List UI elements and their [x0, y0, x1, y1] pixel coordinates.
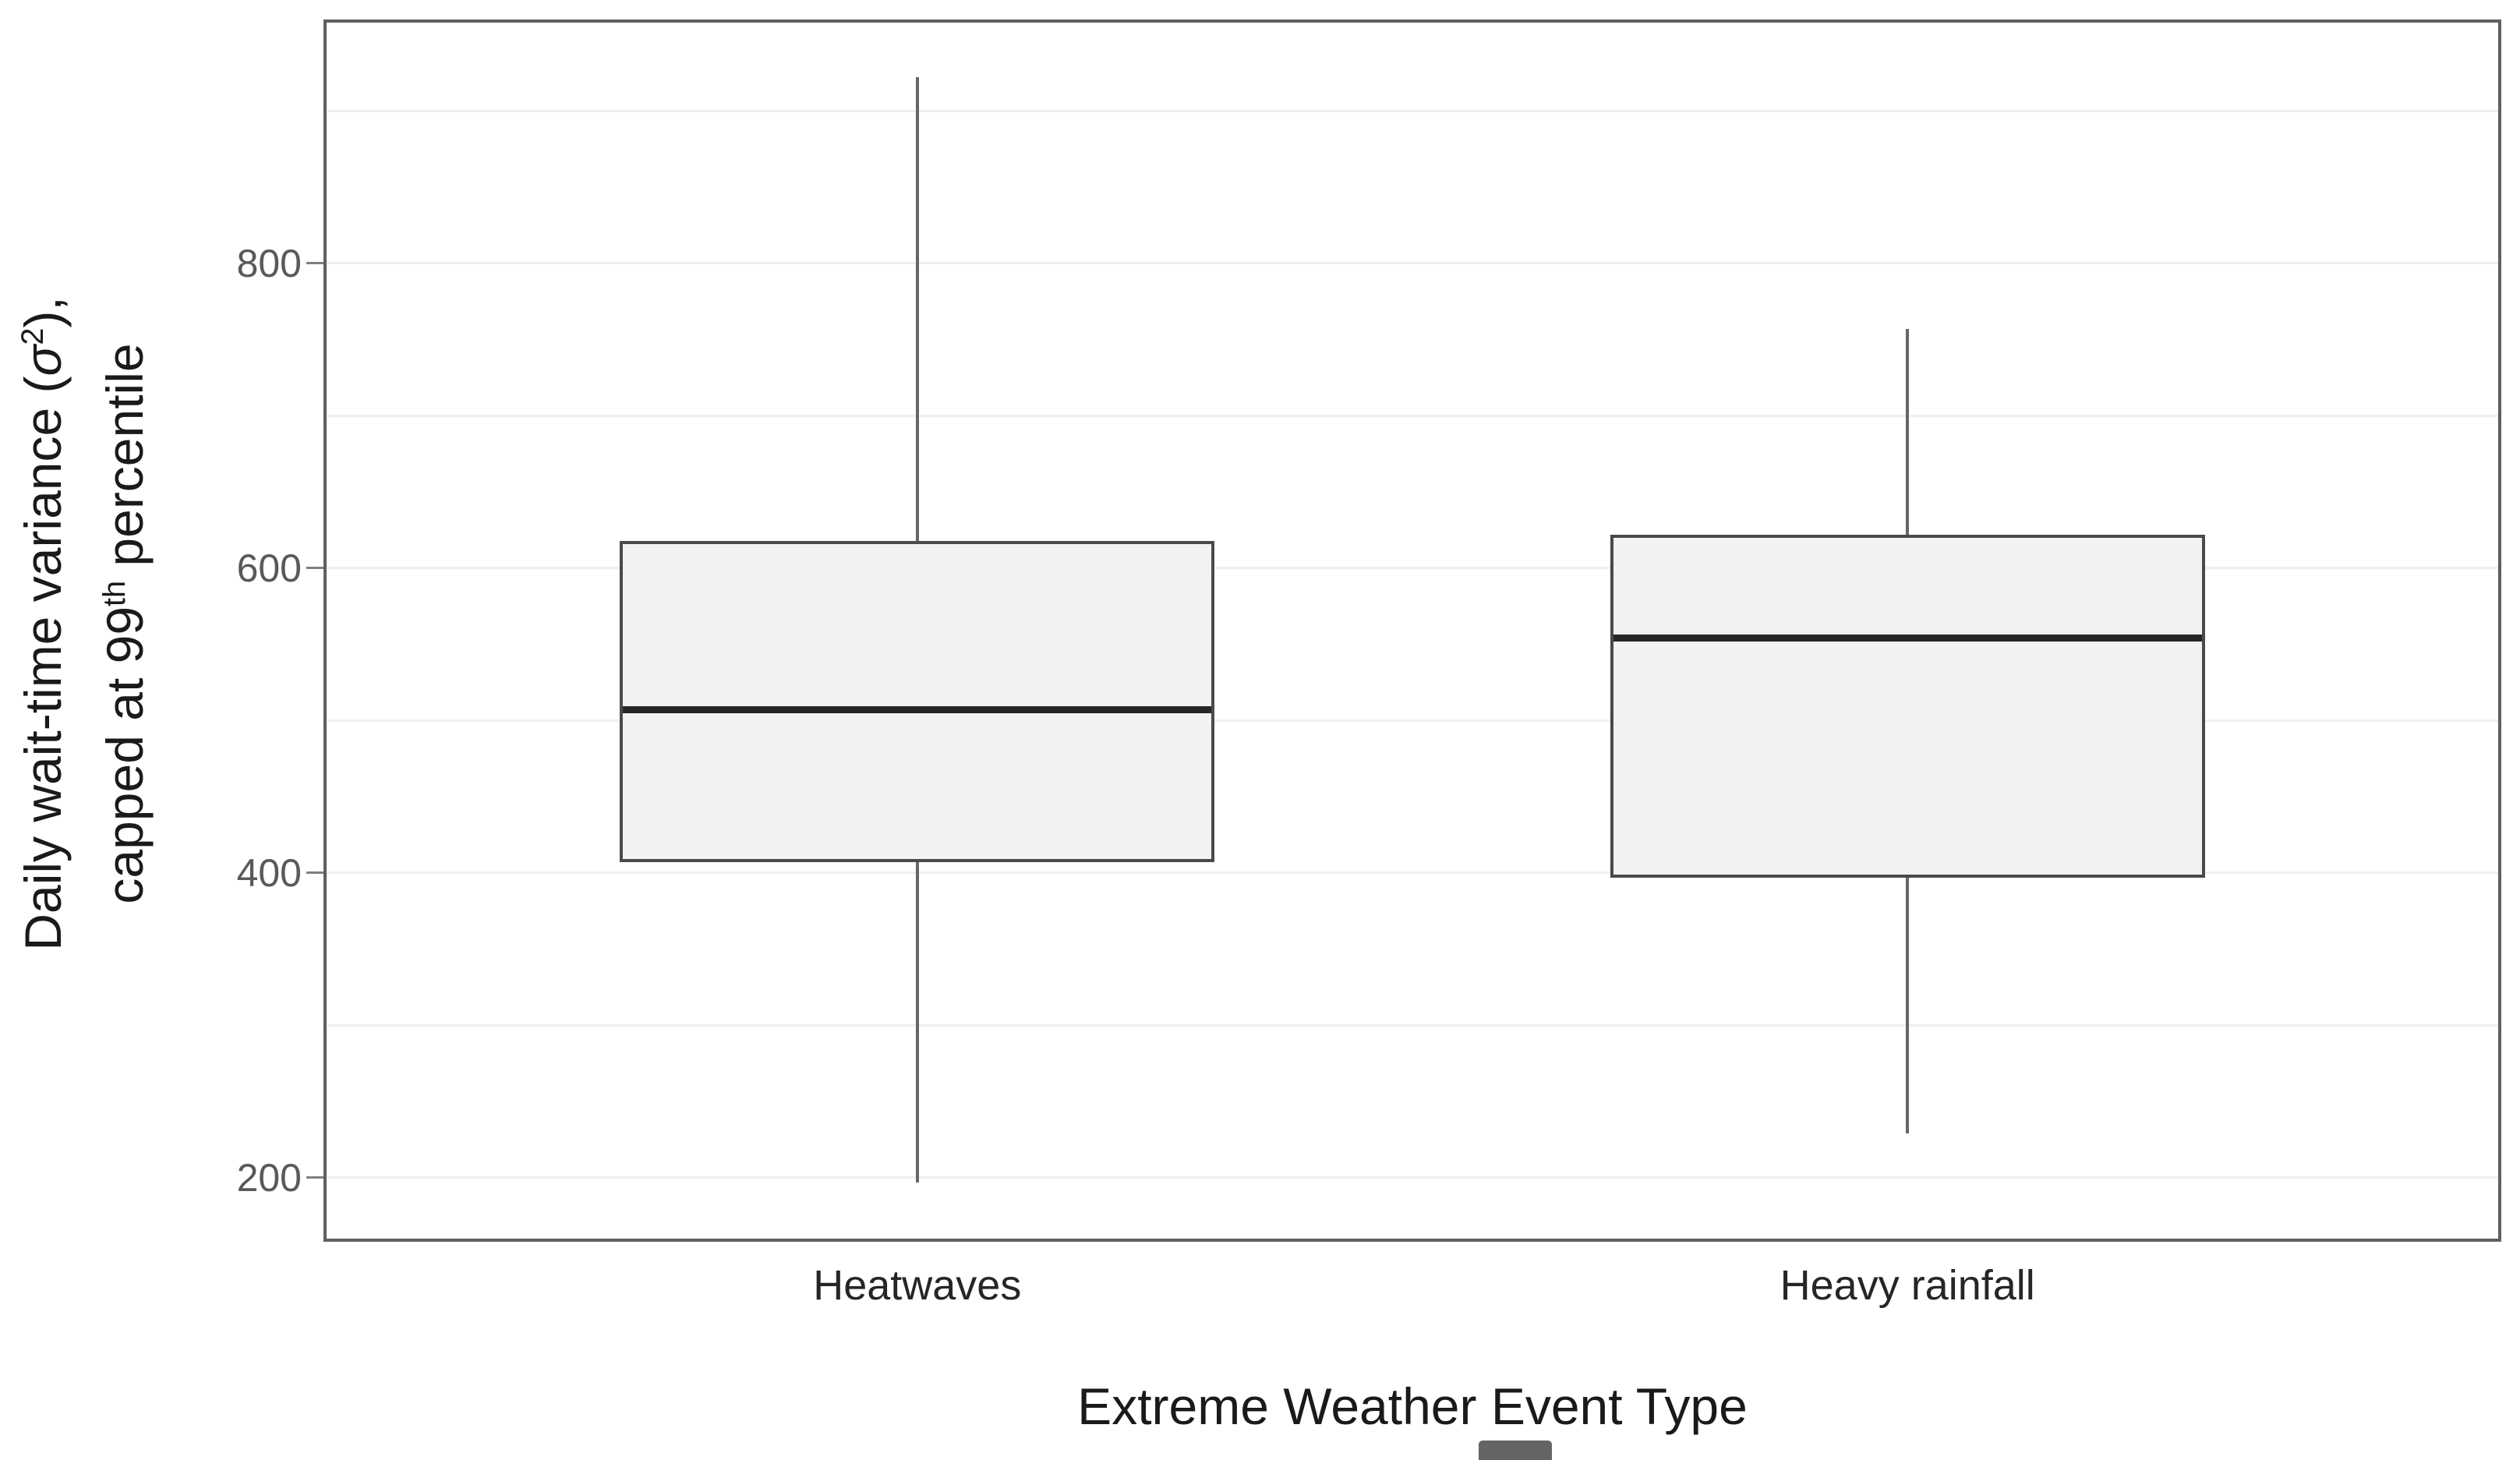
gridline-700 — [327, 414, 2498, 417]
th-superscript: th — [97, 580, 132, 606]
y-tick-200 — [306, 1176, 323, 1179]
y-tick-label-200: 200 — [236, 1155, 302, 1200]
x-axis-title: Extreme Weather Event Type — [1077, 1377, 1748, 1435]
y-axis-title-line1: Daily wait-time variance (σ2), — [14, 296, 72, 951]
gridline-900 — [327, 109, 2498, 112]
box-heatwaves — [620, 540, 1215, 863]
y-tick-label-400: 400 — [236, 850, 302, 895]
category-label-heavy-rainfall: Heavy rainfall — [1780, 1262, 2035, 1309]
gridline-400 — [327, 871, 2498, 875]
gridline-200 — [327, 1176, 2498, 1179]
gridline-600 — [327, 567, 2498, 570]
box-heavy-rainfall — [1610, 534, 2205, 878]
gridline-500 — [327, 719, 2498, 722]
category-label-heatwaves: Heatwaves — [813, 1262, 1022, 1309]
y-tick-400 — [306, 871, 323, 875]
y-tick-600 — [306, 567, 323, 570]
median-heavy-rainfall — [1613, 635, 2202, 642]
gridline-800 — [327, 262, 2498, 265]
median-heatwaves — [623, 706, 1212, 714]
sigma-symbol: σ — [14, 345, 72, 376]
y-tick-label-800: 800 — [236, 241, 302, 285]
gridline-300 — [327, 1023, 2498, 1027]
y-tick-label-600: 600 — [236, 546, 302, 590]
plot-panel — [323, 19, 2501, 1242]
y-axis-title: Daily wait-time variance (σ2), capped at… — [2, 39, 166, 1208]
y-axis-title-line2: capped at 99th percentile — [96, 343, 154, 904]
squared-superscript: 2 — [16, 327, 50, 345]
cropped-ui-artifact — [1479, 1441, 1552, 1460]
y-tick-800 — [306, 262, 323, 265]
